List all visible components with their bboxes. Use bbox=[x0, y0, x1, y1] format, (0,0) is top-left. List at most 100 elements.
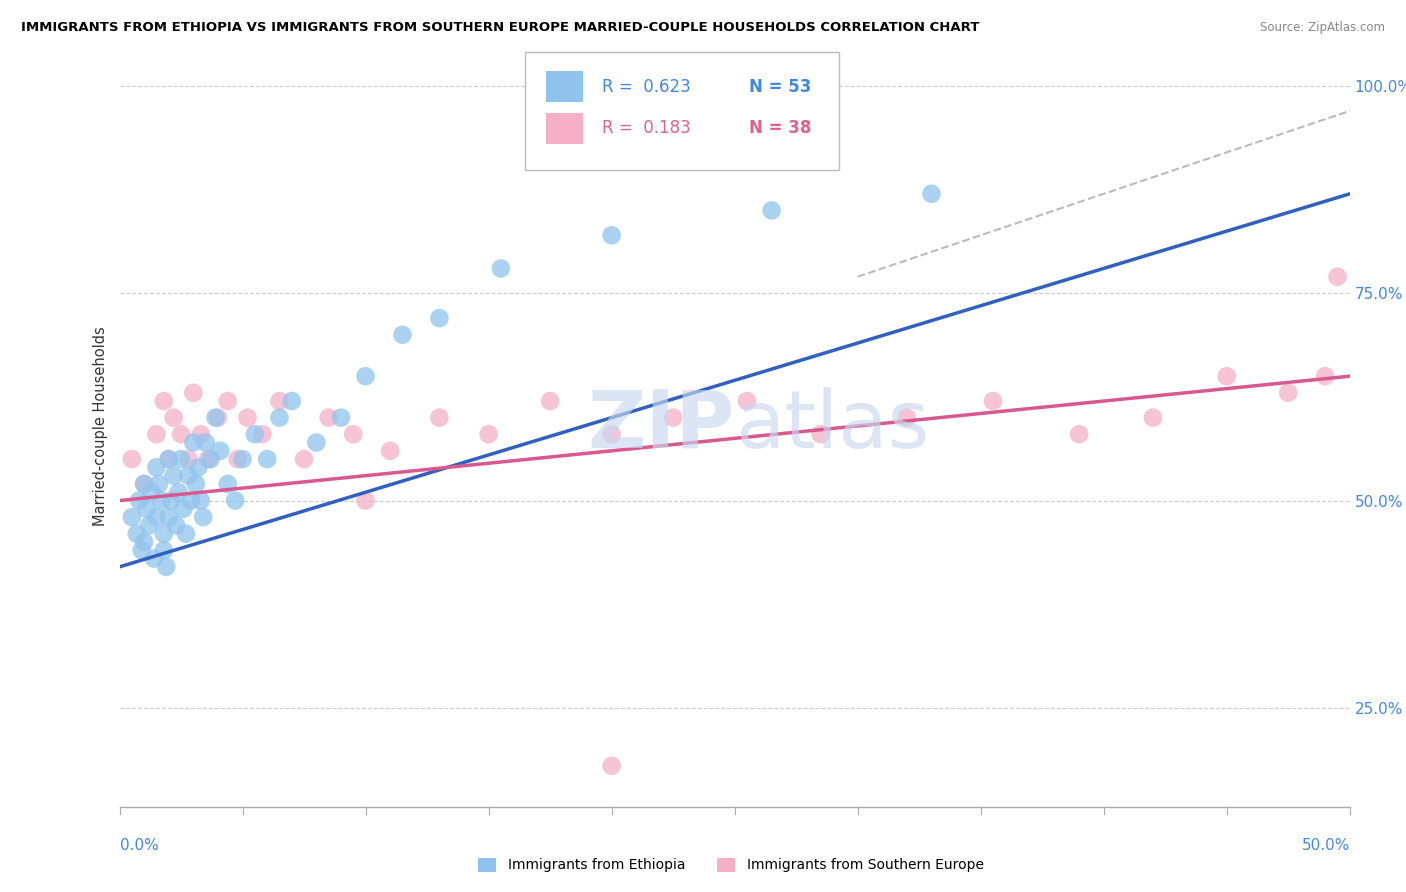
Point bbox=[148, 477, 170, 491]
Point bbox=[153, 543, 174, 558]
Point bbox=[318, 410, 340, 425]
Point bbox=[256, 452, 278, 467]
Point bbox=[190, 427, 212, 442]
Point bbox=[600, 228, 623, 243]
Point bbox=[145, 510, 167, 524]
Point bbox=[354, 493, 377, 508]
Point bbox=[342, 427, 364, 442]
Point bbox=[231, 452, 254, 467]
Point bbox=[662, 410, 685, 425]
Point bbox=[132, 477, 156, 491]
Point bbox=[125, 526, 148, 541]
Point bbox=[380, 443, 402, 458]
Point bbox=[187, 460, 209, 475]
Point bbox=[1326, 269, 1348, 284]
Point bbox=[145, 427, 167, 442]
Point bbox=[489, 261, 512, 276]
Point bbox=[155, 559, 177, 574]
Point bbox=[269, 394, 291, 409]
Point bbox=[165, 518, 187, 533]
Point bbox=[810, 427, 832, 442]
Point bbox=[180, 493, 202, 508]
Point bbox=[896, 410, 918, 425]
Point bbox=[600, 427, 623, 442]
Point bbox=[243, 427, 266, 442]
Point bbox=[163, 410, 186, 425]
Point bbox=[200, 452, 222, 467]
Point bbox=[427, 410, 450, 425]
Point bbox=[132, 477, 156, 491]
Text: atlas: atlas bbox=[734, 387, 929, 465]
Point bbox=[172, 501, 194, 516]
Point bbox=[138, 518, 160, 533]
Text: 0.0%: 0.0% bbox=[120, 838, 159, 853]
Point bbox=[281, 394, 304, 409]
Point bbox=[204, 410, 226, 425]
Point bbox=[190, 493, 212, 508]
Point bbox=[1216, 369, 1239, 384]
Point bbox=[157, 452, 180, 467]
Point bbox=[153, 526, 174, 541]
Text: R =  0.183: R = 0.183 bbox=[602, 120, 690, 137]
Point bbox=[191, 510, 215, 524]
Point bbox=[184, 477, 207, 491]
Point bbox=[121, 452, 143, 467]
Point bbox=[209, 443, 232, 458]
Point bbox=[477, 427, 501, 442]
Point bbox=[177, 468, 200, 483]
FancyBboxPatch shape bbox=[526, 53, 839, 170]
Point bbox=[153, 394, 174, 409]
Y-axis label: Married-couple Households: Married-couple Households bbox=[93, 326, 108, 525]
Point bbox=[197, 452, 219, 467]
Point bbox=[163, 468, 186, 483]
Point bbox=[183, 435, 205, 450]
Text: 50.0%: 50.0% bbox=[1302, 838, 1350, 853]
Point bbox=[329, 410, 352, 425]
Point bbox=[250, 427, 273, 442]
Text: N = 53: N = 53 bbox=[749, 78, 811, 95]
Text: Immigrants from Southern Europe: Immigrants from Southern Europe bbox=[747, 858, 984, 872]
Point bbox=[600, 759, 623, 773]
Point bbox=[981, 394, 1004, 409]
Point bbox=[735, 394, 758, 409]
Point bbox=[354, 369, 377, 384]
Point bbox=[217, 477, 239, 491]
Point bbox=[135, 501, 157, 516]
Point bbox=[157, 452, 180, 467]
Point bbox=[538, 394, 561, 409]
Point bbox=[183, 385, 205, 400]
Point bbox=[427, 311, 450, 326]
Point bbox=[177, 452, 200, 467]
Point bbox=[157, 510, 180, 524]
Point bbox=[143, 551, 166, 566]
Point bbox=[269, 410, 291, 425]
Point bbox=[226, 452, 249, 467]
Text: Immigrants from Ethiopia: Immigrants from Ethiopia bbox=[508, 858, 685, 872]
Point bbox=[217, 394, 239, 409]
Point bbox=[170, 452, 193, 467]
Point bbox=[131, 543, 153, 558]
Point bbox=[236, 410, 259, 425]
Point bbox=[121, 510, 143, 524]
Point bbox=[174, 526, 197, 541]
Text: R =  0.623: R = 0.623 bbox=[602, 78, 690, 95]
Point bbox=[224, 493, 246, 508]
Bar bbox=[547, 113, 583, 144]
Point bbox=[391, 327, 413, 342]
Point bbox=[1069, 427, 1091, 442]
Point bbox=[160, 493, 183, 508]
Point bbox=[207, 410, 229, 425]
Point bbox=[1277, 385, 1299, 400]
Point bbox=[1313, 369, 1336, 384]
Point bbox=[1142, 410, 1164, 425]
Point bbox=[167, 485, 190, 500]
Point bbox=[141, 485, 163, 500]
Point bbox=[194, 435, 217, 450]
Point bbox=[128, 493, 150, 508]
Text: IMMIGRANTS FROM ETHIOPIA VS IMMIGRANTS FROM SOUTHERN EUROPE MARRIED-COUPLE HOUSE: IMMIGRANTS FROM ETHIOPIA VS IMMIGRANTS F… bbox=[21, 21, 980, 34]
Text: N = 38: N = 38 bbox=[749, 120, 811, 137]
Point bbox=[761, 203, 783, 218]
Point bbox=[170, 427, 193, 442]
Text: ZIP: ZIP bbox=[588, 387, 734, 465]
Text: Source: ZipAtlas.com: Source: ZipAtlas.com bbox=[1260, 21, 1385, 34]
